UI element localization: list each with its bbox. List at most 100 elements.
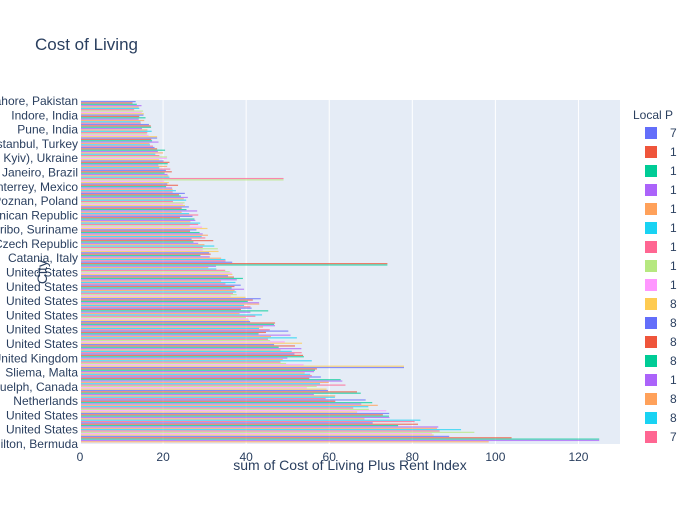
bar[interactable] [80,430,440,432]
bar[interactable] [80,204,185,207]
bar[interactable] [80,291,237,293]
bar[interactable] [80,307,252,309]
bar[interactable] [80,263,388,265]
bar[interactable] [80,402,373,404]
bar[interactable] [80,349,281,351]
bar[interactable] [80,403,362,405]
bar[interactable] [80,231,200,234]
bar[interactable] [80,140,153,142]
bar[interactable] [80,281,236,284]
bar[interactable] [80,213,190,215]
bar[interactable] [80,400,336,402]
legend-item[interactable]: 8 [645,335,677,349]
legend-item[interactable]: 1 [645,202,677,216]
bar[interactable] [80,283,226,285]
bar[interactable] [80,237,206,239]
bar[interactable] [80,434,434,436]
bar[interactable] [80,111,142,113]
bar[interactable] [80,371,315,373]
bar[interactable] [80,125,151,127]
legend-item[interactable]: 1 [645,278,677,292]
bar[interactable] [80,410,387,412]
bar[interactable] [80,429,462,431]
bar[interactable] [80,225,190,227]
bar[interactable] [80,433,432,435]
bar[interactable] [80,113,144,115]
bar[interactable] [80,184,179,186]
bar[interactable] [80,356,304,358]
bar[interactable] [80,271,230,273]
bar[interactable] [80,222,201,224]
bar[interactable] [80,183,168,185]
bar[interactable] [80,365,404,367]
bar[interactable] [80,420,415,423]
bar[interactable] [80,130,152,132]
bar[interactable] [80,321,251,323]
bar[interactable] [80,198,184,200]
bar[interactable] [80,362,287,365]
bar-series[interactable] [80,101,600,443]
bar[interactable] [80,331,266,334]
bar[interactable] [80,276,234,278]
bar[interactable] [80,145,153,147]
bar[interactable] [80,341,285,343]
bar[interactable] [80,221,191,223]
legend-item[interactable]: 8 [645,316,677,330]
bar[interactable] [80,387,307,389]
bar[interactable] [80,302,260,304]
bar[interactable] [80,389,328,392]
bar[interactable] [80,200,173,203]
bar[interactable] [80,146,155,149]
bar[interactable] [80,250,219,253]
bar[interactable] [80,416,390,419]
bar[interactable] [80,129,148,131]
bar[interactable] [80,249,203,251]
bar[interactable] [80,310,269,312]
bar[interactable] [80,110,144,112]
bar[interactable] [80,136,158,138]
bar[interactable] [80,299,253,301]
bar[interactable] [80,163,168,165]
bar[interactable] [80,306,251,308]
bar[interactable] [80,211,182,213]
bar[interactable] [80,441,489,443]
legend-item[interactable]: 1 [645,240,677,254]
bar[interactable] [80,381,329,383]
bar[interactable] [80,209,187,211]
bar[interactable] [80,284,241,286]
bar[interactable] [80,155,160,157]
bar[interactable] [80,191,173,193]
bar[interactable] [80,439,600,442]
bar[interactable] [80,217,180,219]
bar[interactable] [80,171,172,173]
bar[interactable] [80,119,145,122]
bar[interactable] [80,383,321,385]
bar[interactable] [80,261,233,263]
bar[interactable] [80,280,222,282]
bar[interactable] [80,426,439,428]
bar[interactable] [80,372,305,374]
bar[interactable] [80,408,369,410]
bar[interactable] [80,373,311,375]
bar[interactable] [80,326,264,328]
bar[interactable] [80,311,251,313]
bar[interactable] [80,395,336,397]
bar[interactable] [80,219,196,221]
bar[interactable] [80,153,156,155]
bar[interactable] [80,128,142,130]
legend-item[interactable]: 8 [645,297,677,311]
bar[interactable] [80,105,142,107]
bar[interactable] [80,159,160,161]
bar[interactable] [80,412,390,415]
bar[interactable] [80,188,173,190]
bar[interactable] [80,234,208,236]
legend[interactable]: 7 1 1 1 1 1 1 1 1 8 8 8 8 1 8 8 7 [645,126,677,444]
bar[interactable] [80,102,133,104]
bar[interactable] [80,254,201,257]
bar[interactable] [80,268,217,270]
bar[interactable] [80,350,292,352]
bar[interactable] [80,404,378,406]
bar[interactable] [80,335,271,338]
bar[interactable] [80,248,218,250]
bar[interactable] [80,144,150,146]
